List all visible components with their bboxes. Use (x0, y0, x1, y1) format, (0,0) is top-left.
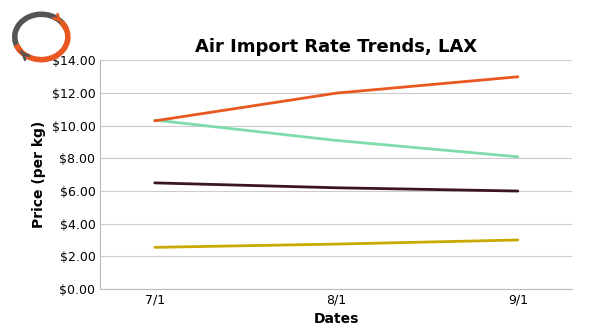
X-axis label: Dates: Dates (314, 312, 359, 326)
Title: Air Import Rate Trends, LAX: Air Import Rate Trends, LAX (195, 38, 477, 56)
Y-axis label: Price (per kg): Price (per kg) (32, 121, 46, 228)
